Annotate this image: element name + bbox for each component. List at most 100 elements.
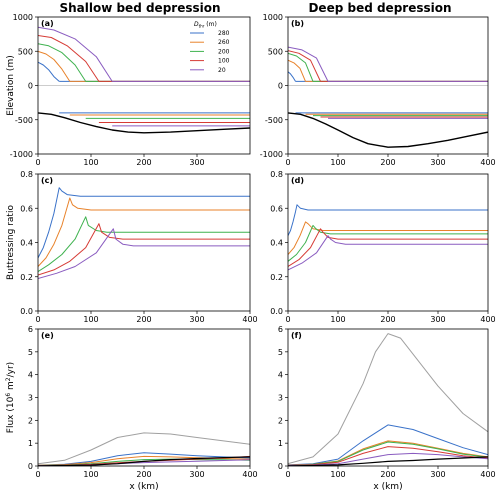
x-tick-label: 0 bbox=[285, 315, 290, 324]
y-tick-label: -500 bbox=[15, 116, 33, 125]
bed-line bbox=[38, 112, 250, 134]
axes-frame bbox=[287, 173, 489, 312]
panel-3: 0 100 200 300 400 0.0 0.2 0.4 0.6 0.8 (d) bbox=[270, 170, 495, 324]
x-tick-label: 300 bbox=[430, 158, 445, 167]
series-line-bed bbox=[38, 456, 250, 466]
x-tick-label: 100 bbox=[83, 470, 98, 479]
plots: 0 100 200 300-1000-50005001000(a)Elevation … bbox=[5, 13, 496, 492]
plot-area bbox=[288, 46, 488, 148]
x-tick-label: 200 bbox=[136, 158, 151, 167]
y-tick-label: 1 bbox=[278, 439, 283, 448]
panel-label: (d) bbox=[291, 176, 304, 185]
x-tick-label: 0 bbox=[285, 158, 290, 167]
bed-line bbox=[288, 112, 488, 148]
legend-label-260: 260 bbox=[218, 39, 230, 46]
panel-label: (e) bbox=[41, 331, 54, 340]
series-line-extra bbox=[38, 432, 250, 465]
panel-1: 0 100 200 300 400 -1000 -500 0 500 1000 (b) bbox=[260, 13, 496, 167]
y-tick-label: 6 bbox=[278, 325, 283, 334]
y-tick-label: 4 bbox=[28, 371, 33, 380]
series-line-100 bbox=[288, 446, 488, 466]
x-tick-label: 200 bbox=[136, 315, 151, 324]
x-tick-label: 100 bbox=[330, 158, 345, 167]
series-line-20 bbox=[288, 235, 488, 271]
y-tick-label: 0.0 bbox=[20, 307, 33, 316]
x-tick-label: 400 bbox=[480, 158, 495, 167]
col-title-shallow: Shallow bed depression bbox=[59, 1, 220, 15]
series-line-100 bbox=[288, 228, 488, 267]
x-tick-label: 300 bbox=[189, 158, 204, 167]
y-tick-label: 4 bbox=[278, 371, 283, 380]
x-tick-label: 0 bbox=[35, 470, 40, 479]
series-line-extra bbox=[288, 333, 488, 465]
series-line-200 bbox=[288, 224, 488, 262]
x-tick-label: 300 bbox=[189, 470, 204, 479]
x-tick-label: 0 bbox=[35, 158, 40, 167]
col-title-deep: Deep bed depression bbox=[308, 1, 451, 15]
x-tick-label: 200 bbox=[380, 158, 395, 167]
y-tick-label: 500 bbox=[18, 47, 33, 56]
y-tick-label: -1000 bbox=[10, 150, 33, 159]
surface-line-200 bbox=[38, 43, 87, 82]
x-tick-label: 400 bbox=[242, 470, 257, 479]
x-tick-label: 400 bbox=[242, 315, 257, 324]
legend: Dthr (m)280 260 200 100 20 bbox=[190, 21, 230, 74]
x-tick-label: 100 bbox=[83, 315, 98, 324]
panel-label: (f) bbox=[291, 331, 302, 340]
panel-label: (a) bbox=[41, 19, 54, 28]
series-line-20 bbox=[38, 228, 250, 279]
surface-line-100 bbox=[288, 50, 321, 82]
panel-label: (c) bbox=[41, 176, 53, 185]
plot-area bbox=[288, 204, 488, 271]
surface-line-20 bbox=[38, 26, 113, 82]
x-tick-label: 400 bbox=[480, 315, 495, 324]
panel-label: (b) bbox=[291, 19, 304, 28]
surface-line-280 bbox=[38, 61, 60, 82]
surface-line-20 bbox=[288, 46, 329, 82]
series-line-bed bbox=[288, 456, 488, 466]
legend-label-200: 200 bbox=[218, 48, 230, 55]
y-tick-label: -1000 bbox=[260, 150, 283, 159]
legend-label-20: 20 bbox=[218, 67, 226, 74]
x-tick-label: 300 bbox=[430, 470, 445, 479]
y-tick-label: 0.2 bbox=[20, 273, 33, 282]
y-tick-label: 3 bbox=[278, 394, 283, 403]
y-tick-label: 0.4 bbox=[270, 239, 283, 248]
x-tick-label: 200 bbox=[380, 470, 395, 479]
x-tick-label: 300 bbox=[430, 315, 445, 324]
y-tick-label: 5 bbox=[28, 348, 33, 357]
series-line-200 bbox=[288, 441, 488, 466]
y-tick-label: 6 bbox=[28, 325, 33, 334]
surface-line-200 bbox=[288, 52, 314, 82]
y-tick-label: 1000 bbox=[13, 13, 33, 22]
panel-0: 0 100 200 300 -1000 -500 0 500 1000 (a) Elevation … bbox=[6, 13, 251, 167]
y-tick-label: 2 bbox=[28, 416, 33, 425]
y-tick-label: 0 bbox=[28, 462, 33, 471]
y-tick-label: 0.6 bbox=[270, 204, 283, 213]
axes-frame bbox=[37, 328, 251, 467]
y-tick-label: 0 bbox=[278, 82, 283, 91]
x-tick-label: 300 bbox=[189, 315, 204, 324]
series-line-260 bbox=[288, 221, 488, 255]
series-line-100 bbox=[38, 223, 250, 276]
series-line-280 bbox=[288, 204, 488, 236]
surface-line-280 bbox=[288, 71, 296, 82]
surface-line-100 bbox=[38, 35, 100, 82]
legend-label-100: 100 bbox=[218, 58, 230, 65]
y-tick-label: 0.4 bbox=[20, 239, 33, 248]
y-tick-label: 0 bbox=[28, 82, 33, 91]
y-tick-label: 0.0 bbox=[270, 307, 283, 316]
legend-title: Dthr (m) bbox=[194, 21, 217, 29]
x-tick-label: 100 bbox=[83, 158, 98, 167]
y-axis-label: Flux (106 m2/yr) bbox=[5, 362, 16, 433]
plot-area bbox=[38, 26, 250, 134]
x-tick-label: 200 bbox=[136, 470, 151, 479]
x-tick-label: 100 bbox=[330, 315, 345, 324]
surface-line-260 bbox=[288, 59, 306, 82]
y-tick-label: 5 bbox=[278, 348, 283, 357]
plot-area bbox=[38, 187, 250, 279]
legend-label-280: 280 bbox=[218, 30, 230, 37]
series-line-280 bbox=[38, 187, 250, 259]
x-tick-label: 400 bbox=[480, 470, 495, 479]
